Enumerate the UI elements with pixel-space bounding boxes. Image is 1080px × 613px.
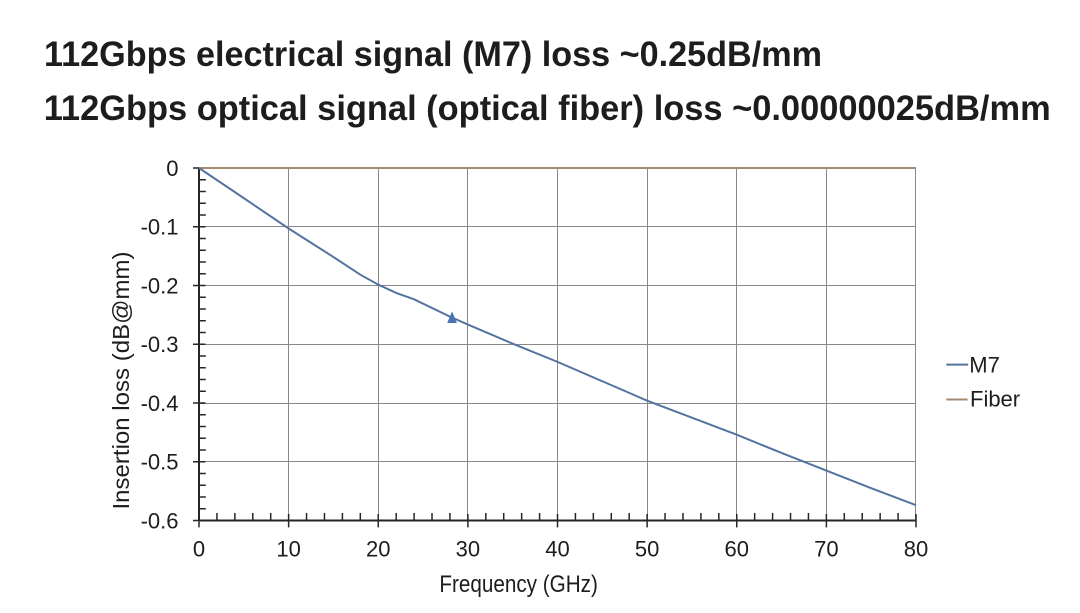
svg-text:-0.5: -0.5 (141, 450, 179, 475)
svg-text:70: 70 (814, 537, 838, 562)
svg-text:0: 0 (166, 156, 178, 181)
svg-text:M7: M7 (969, 352, 1000, 377)
svg-text:-0.1: -0.1 (141, 215, 179, 240)
svg-text:112Gbps electrical signal (M7): 112Gbps electrical signal (M7) loss ~0.2… (44, 35, 822, 74)
svg-text:112Gbps optical signal (optica: 112Gbps optical signal (optical fiber) l… (44, 89, 1051, 128)
svg-text:-0.4: -0.4 (141, 391, 179, 416)
svg-text:50: 50 (635, 537, 659, 562)
svg-text:60: 60 (725, 537, 749, 562)
svg-text:-0.3: -0.3 (141, 332, 179, 357)
svg-text:30: 30 (456, 537, 480, 562)
svg-text:Frequency (GHz): Frequency (GHz) (439, 571, 598, 598)
svg-text:Insertion loss (dB@mm): Insertion loss (dB@mm) (108, 252, 134, 510)
svg-text:Fiber: Fiber (970, 386, 1020, 411)
svg-text:0: 0 (193, 537, 205, 562)
svg-text:-0.2: -0.2 (141, 273, 179, 298)
svg-text:20: 20 (366, 537, 390, 562)
svg-text:-0.6: -0.6 (141, 508, 179, 533)
svg-text:40: 40 (545, 537, 569, 562)
svg-text:80: 80 (904, 537, 928, 562)
svg-text:10: 10 (276, 537, 300, 562)
